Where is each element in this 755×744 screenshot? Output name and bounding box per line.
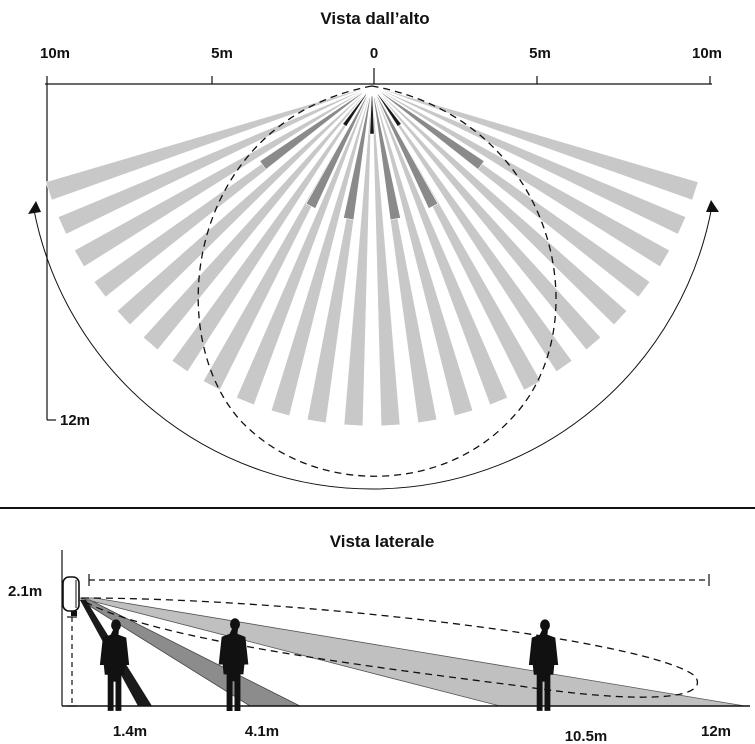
top-view: Vista dall’alto 10m 5m 0 5m 10m 12m xyxy=(28,9,722,490)
side-dashed-coverage xyxy=(81,597,698,698)
person-silhouette-mid xyxy=(218,618,249,711)
distance-label-3: 10.5m xyxy=(565,728,608,744)
near-beam xyxy=(376,93,402,127)
range-dimension-line xyxy=(88,574,710,586)
far-beam xyxy=(380,90,671,268)
mid-beam xyxy=(305,96,368,209)
scale-label-center-0: 0 xyxy=(370,45,378,62)
near-beam xyxy=(342,93,368,127)
mid-beam xyxy=(343,97,371,221)
person-silhouette-far xyxy=(528,619,559,711)
far-beam xyxy=(236,94,369,406)
mid-beam xyxy=(259,92,364,170)
range-arc-left-arrow xyxy=(28,201,41,214)
far-beam xyxy=(116,92,366,326)
detection-beams xyxy=(45,88,699,427)
mid-beam xyxy=(380,92,485,170)
people-silhouettes xyxy=(99,618,559,711)
far-beam xyxy=(73,90,364,268)
far-beam xyxy=(374,95,474,417)
far-beam xyxy=(381,88,699,201)
distance-label-4: 12m xyxy=(701,723,731,740)
far-beam xyxy=(378,92,628,326)
mid-beam xyxy=(373,97,401,221)
depth-label-12m: 12m xyxy=(60,412,90,429)
top-view-title: Vista dall’alto xyxy=(320,9,429,28)
height-label: 2.1m xyxy=(8,583,42,600)
scale-label-right-5m: 5m xyxy=(529,45,551,62)
height-dimension xyxy=(67,616,77,707)
side-view: Vista laterale 2.1m xyxy=(8,532,750,744)
far-beam xyxy=(45,88,363,201)
far-beam xyxy=(377,92,602,351)
mid-beam xyxy=(376,96,439,209)
range-arc-right-arrow xyxy=(706,200,719,212)
sensor-device xyxy=(62,576,80,616)
distance-label-1: 1.4m xyxy=(113,723,147,740)
scale-label-left-10m: 10m xyxy=(40,45,70,62)
far-beam xyxy=(142,92,367,351)
far-beam xyxy=(380,89,687,235)
far-beam xyxy=(57,89,364,235)
near-beam xyxy=(369,95,375,135)
side-view-title: Vista laterale xyxy=(330,532,435,551)
scale-label-left-5m: 5m xyxy=(211,45,233,62)
distance-label-2: 4.1m xyxy=(245,723,279,740)
top-scale-axis xyxy=(45,68,712,85)
far-beam xyxy=(375,94,508,406)
far-beam xyxy=(270,95,370,417)
dashed-coverage-outline xyxy=(197,85,557,477)
person-silhouette-near xyxy=(99,619,130,711)
scale-label-right-10m: 10m xyxy=(692,45,722,62)
range-arc xyxy=(28,200,719,490)
depth-axis xyxy=(46,84,56,421)
